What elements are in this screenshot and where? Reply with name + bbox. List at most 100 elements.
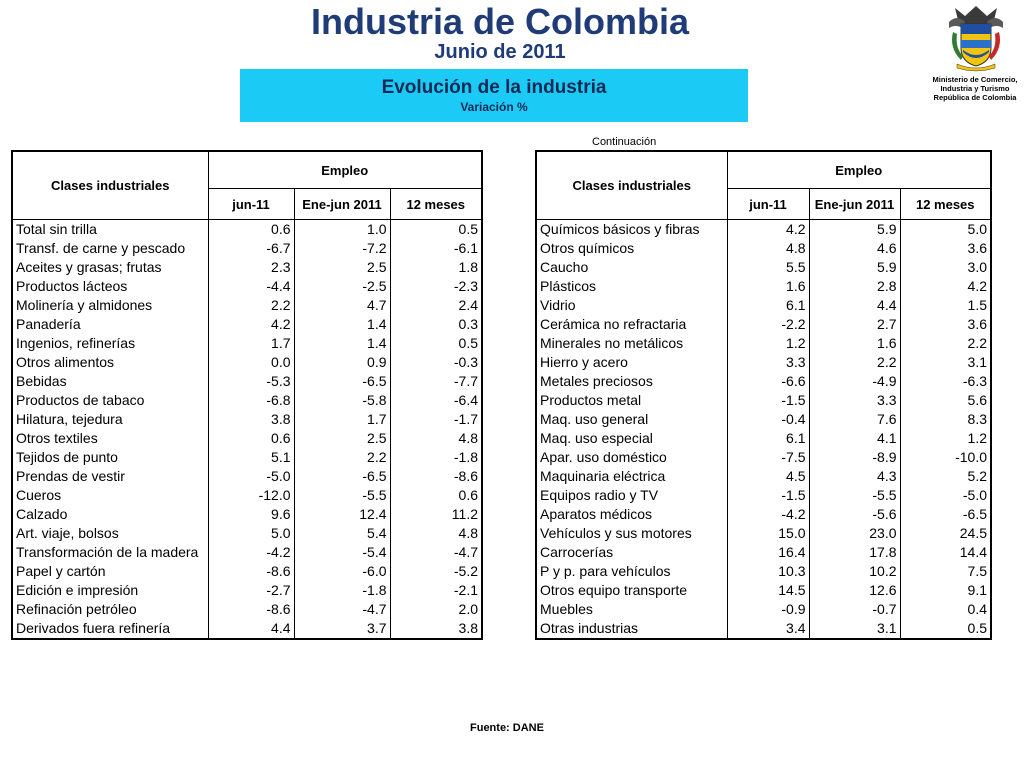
row-value: 5.9 — [809, 219, 901, 239]
row-label: Aparatos médicos — [536, 505, 728, 524]
row-value: -1.5 — [727, 391, 810, 410]
row-value: 5.4 — [294, 524, 391, 543]
row-value: 4.7 — [294, 296, 391, 315]
row-value: 0.6 — [390, 486, 483, 505]
row-value: 4.2 — [727, 219, 810, 239]
row-value: -1.8 — [390, 448, 483, 467]
row-value: -4.7 — [294, 600, 391, 619]
row-value: 0.5 — [390, 334, 483, 353]
row-value: 4.4 — [208, 619, 295, 639]
row-value: -2.2 — [727, 315, 810, 334]
table-row: Tejidos de punto 5.1 2.2 -1.8 — [12, 448, 483, 467]
row-value: -2.3 — [390, 277, 483, 296]
row-label: Bebidas — [12, 372, 209, 391]
table-row: Vidrio 6.1 4.4 1.5 — [536, 296, 992, 315]
employment-table-right: Clases industriales Empleo jun-11 Ene-ju… — [535, 150, 992, 640]
row-value: 5.6 — [900, 391, 992, 410]
table-row: Prendas de vestir -5.0 -6.5 -8.6 — [12, 467, 483, 486]
row-value: 1.8 — [390, 258, 483, 277]
row-value: 3.0 — [900, 258, 992, 277]
row-value: 1.7 — [294, 410, 391, 429]
row-label: Hilatura, tejedura — [12, 410, 209, 429]
row-label: Papel y cartón — [12, 562, 209, 581]
header-ene-jun: Ene-jun 2011 — [809, 188, 901, 220]
row-value: -5.4 — [294, 543, 391, 562]
table-row: Muebles -0.9 -0.7 0.4 — [536, 600, 992, 619]
row-value: -7.5 — [727, 448, 810, 467]
ministry-line: República de Colombia — [933, 93, 1017, 102]
row-label: Productos de tabaco — [12, 391, 209, 410]
table-row: P y p. para vehículos 10.3 10.2 7.5 — [536, 562, 992, 581]
row-label: Otros textiles — [12, 429, 209, 448]
row-label: Calzado — [12, 505, 209, 524]
row-value: 2.5 — [294, 429, 391, 448]
row-value: -2.1 — [390, 581, 483, 600]
row-value: -6.8 — [208, 391, 295, 410]
row-value: 3.3 — [809, 391, 901, 410]
row-value: 3.6 — [900, 315, 992, 334]
table-row: Art. viaje, bolsos 5.0 5.4 4.8 — [12, 524, 483, 543]
table-row: Metales preciosos -6.6 -4.9 -6.3 — [536, 372, 992, 391]
table-row: Cerámica no refractaria -2.2 2.7 3.6 — [536, 315, 992, 334]
row-value: -6.0 — [294, 562, 391, 581]
row-value: 15.0 — [727, 524, 810, 543]
row-value: 6.1 — [727, 429, 810, 448]
row-value: -0.3 — [390, 353, 483, 372]
table-row: Otros textiles 0.6 2.5 4.8 — [12, 429, 483, 448]
row-value: 1.7 — [208, 334, 295, 353]
row-value: -6.1 — [390, 239, 483, 258]
table-row: Equipos radio y TV -1.5 -5.5 -5.0 — [536, 486, 992, 505]
row-label: Transf. de carne y pescado — [12, 239, 209, 258]
row-value: -2.7 — [208, 581, 295, 600]
row-value: -10.0 — [900, 448, 992, 467]
row-value: -6.5 — [294, 372, 391, 391]
header-12-meses: 12 meses — [390, 188, 483, 220]
row-value: 0.6 — [208, 219, 295, 239]
header-classes: Clases industriales — [536, 151, 728, 220]
row-label: Hierro y acero — [536, 353, 728, 372]
header-jun11: jun-11 — [208, 188, 295, 220]
table-row: Apar. uso doméstico -7.5 -8.9 -10.0 — [536, 448, 992, 467]
row-value: -6.5 — [900, 505, 992, 524]
table-row: Cueros -12.0 -5.5 0.6 — [12, 486, 483, 505]
table-row: Productos de tabaco -6.8 -5.8 -6.4 — [12, 391, 483, 410]
row-value: -1.8 — [294, 581, 391, 600]
table-row: Otros alimentos 0.0 0.9 -0.3 — [12, 353, 483, 372]
header-ene-jun: Ene-jun 2011 — [294, 188, 391, 220]
row-value: 10.2 — [809, 562, 901, 581]
table-row: Vehículos y sus motores 15.0 23.0 24.5 — [536, 524, 992, 543]
row-value: 0.5 — [900, 619, 992, 639]
row-value: -5.6 — [809, 505, 901, 524]
row-label: Ingenios, refinerías — [12, 334, 209, 353]
row-value: 1.2 — [900, 429, 992, 448]
row-label: Metales preciosos — [536, 372, 728, 391]
table-row: Otros químicos 4.8 4.6 3.6 — [536, 239, 992, 258]
table-row: Calzado 9.6 12.4 11.2 — [12, 505, 483, 524]
row-value: 4.1 — [809, 429, 901, 448]
row-label: Muebles — [536, 600, 728, 619]
row-value: 2.8 — [809, 277, 901, 296]
row-value: -5.2 — [390, 562, 483, 581]
row-value: 4.3 — [809, 467, 901, 486]
table-row: Papel y cartón -8.6 -6.0 -5.2 — [12, 562, 483, 581]
row-value: 5.0 — [900, 219, 992, 239]
row-value: 9.1 — [900, 581, 992, 600]
table-row: Panadería 4.2 1.4 0.3 — [12, 315, 483, 334]
table-row: Hierro y acero 3.3 2.2 3.1 — [536, 353, 992, 372]
row-value: 0.4 — [900, 600, 992, 619]
row-label: Otros alimentos — [12, 353, 209, 372]
row-label: Productos metal — [536, 391, 728, 410]
row-label: P y p. para vehículos — [536, 562, 728, 581]
row-value: 2.2 — [809, 353, 901, 372]
row-value: -8.6 — [390, 467, 483, 486]
row-value: 4.6 — [809, 239, 901, 258]
row-label: Refinación petróleo — [12, 600, 209, 619]
row-value: 3.4 — [727, 619, 810, 639]
header-classes: Clases industriales — [12, 151, 209, 220]
row-value: -0.7 — [809, 600, 901, 619]
table-row: Otros equipo transporte 14.5 12.6 9.1 — [536, 581, 992, 600]
table-row: Transf. de carne y pescado -6.7 -7.2 -6.1 — [12, 239, 483, 258]
row-label: Vidrio — [536, 296, 728, 315]
row-value: 1.6 — [727, 277, 810, 296]
row-value: 0.6 — [208, 429, 295, 448]
